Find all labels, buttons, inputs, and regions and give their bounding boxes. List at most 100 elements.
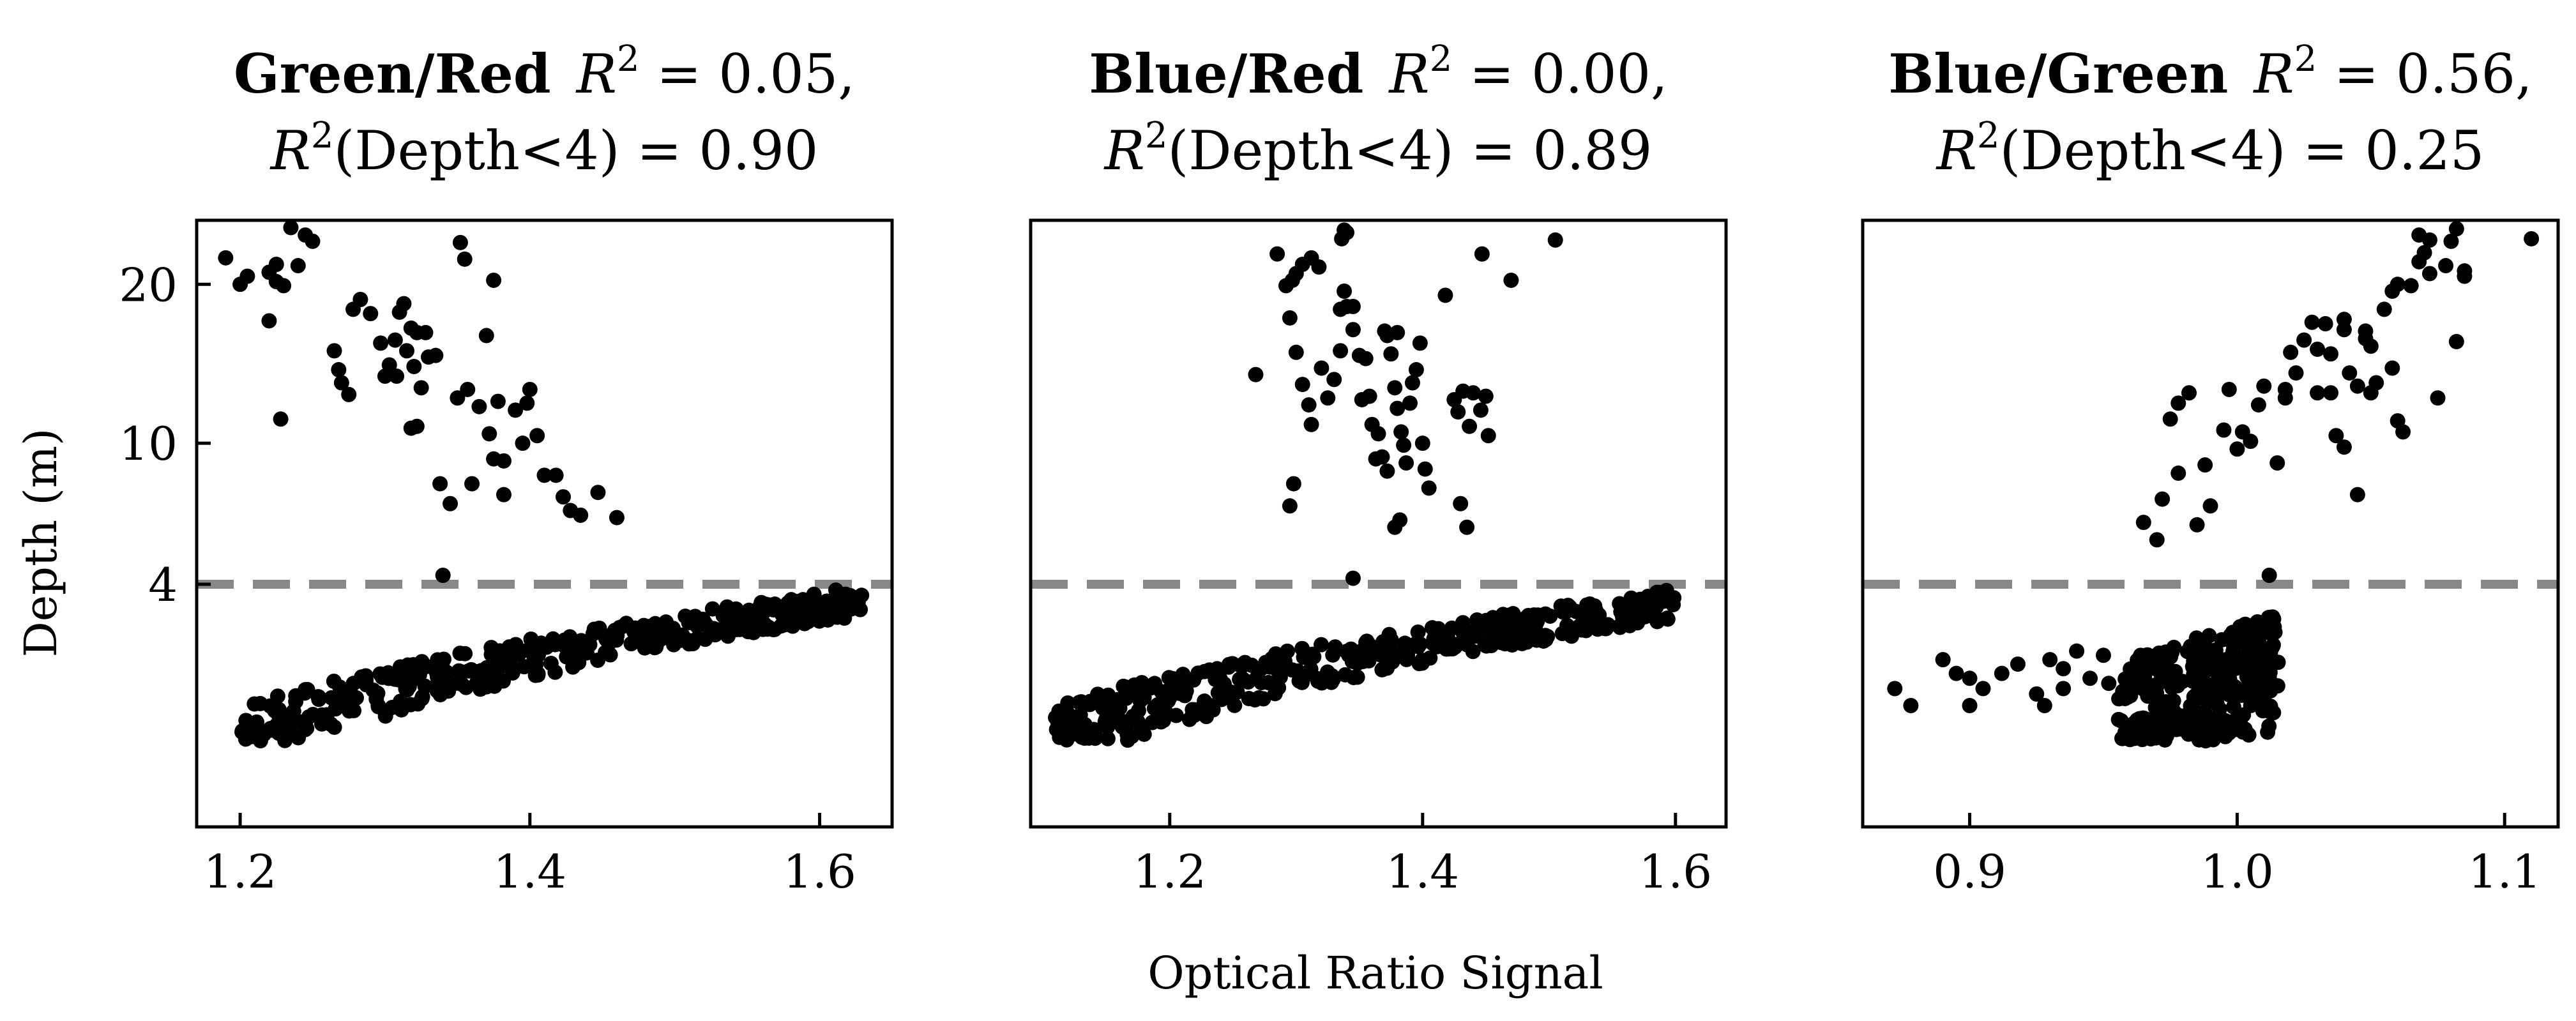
data-point: [1547, 232, 1563, 248]
data-point: [1294, 674, 1310, 690]
data-point: [1404, 375, 1420, 391]
data-point: [483, 646, 499, 662]
x-axis-label: Optical Ratio Signal: [1148, 947, 1603, 999]
data-point: [283, 220, 299, 236]
data-point: [1466, 385, 1481, 401]
data-point: [1345, 570, 1361, 586]
data-point: [555, 489, 571, 505]
data-point: [1903, 698, 1919, 713]
data-point: [299, 682, 315, 698]
data-point: [290, 258, 306, 274]
data-point: [601, 635, 617, 651]
data-point: [2421, 266, 2437, 282]
data-point: [678, 609, 693, 624]
data-point: [1422, 650, 1438, 666]
data-point: [2236, 707, 2252, 723]
data-point: [458, 679, 474, 695]
data-point: [432, 476, 448, 492]
data-point: [2202, 498, 2218, 514]
data-point: [1097, 714, 1113, 730]
data-point: [523, 631, 539, 647]
data-point: [363, 306, 379, 322]
data-point: [2241, 727, 2257, 743]
data-point: [640, 625, 656, 641]
data-point: [2403, 278, 2419, 294]
data-point: [2239, 646, 2255, 662]
data-point: [548, 467, 564, 483]
data-point: [1049, 722, 1064, 737]
data-point: [1503, 272, 1519, 288]
data-point: [2140, 648, 2156, 664]
data-point: [273, 411, 289, 427]
x-tick-label: 1.4: [1386, 845, 1460, 898]
data-point: [2322, 346, 2338, 362]
data-point: [414, 654, 430, 670]
data-point: [626, 624, 642, 640]
data-point: [261, 313, 277, 329]
data-point: [1498, 610, 1514, 626]
data-point: [2181, 385, 2197, 401]
data-point: [780, 595, 796, 611]
data-point: [1392, 512, 1408, 528]
data-point: [1294, 377, 1310, 393]
data-point: [602, 647, 618, 663]
data-point: [1100, 730, 1116, 746]
data-point: [1282, 498, 1298, 514]
data-point: [2216, 422, 2232, 438]
data-point: [506, 662, 522, 677]
data-point: [443, 495, 458, 511]
data-point: [2349, 487, 2365, 503]
data-point: [2430, 390, 2446, 406]
data-point: [1288, 344, 1304, 360]
data-point: [2264, 609, 2280, 625]
data-point: [527, 667, 543, 683]
data-point: [1269, 246, 1285, 262]
data-point: [1480, 428, 1496, 444]
data-point: [1059, 730, 1075, 746]
data-point: [2171, 395, 2186, 411]
data-point: [655, 625, 671, 641]
data-point: [451, 663, 467, 679]
data-point: [1374, 449, 1390, 465]
data-point: [2197, 727, 2213, 743]
data-point: [460, 381, 476, 397]
data-point: [2349, 378, 2365, 394]
data-point: [1424, 620, 1440, 636]
data-point: [746, 624, 762, 640]
data-point: [2277, 381, 2293, 397]
data-point: [352, 291, 368, 307]
data-point: [2197, 457, 2213, 473]
data-point: [759, 621, 775, 637]
data-point: [471, 398, 487, 414]
data-point: [1417, 461, 1433, 477]
data-point: [1160, 706, 1176, 722]
data-point: [1412, 636, 1428, 652]
data-point: [1337, 283, 1352, 299]
data-point: [1333, 343, 1349, 359]
data-point: [2363, 338, 2379, 354]
data-point: [2229, 441, 2245, 457]
data-point: [1355, 653, 1371, 669]
data-point: [1503, 627, 1519, 643]
data-point: [2247, 657, 2263, 673]
data-point: [1412, 335, 1428, 351]
data-point: [1559, 617, 1575, 633]
data-point: [2156, 707, 2172, 723]
data-point: [519, 395, 535, 411]
panel-blue-green: Blue/Green R2 = 0.56,R2(Depth<4) = 0.250.…: [1861, 38, 2560, 898]
data-point: [2317, 316, 2333, 332]
data-point: [1232, 671, 1248, 687]
data-point: [2336, 439, 2352, 455]
data-point: [2056, 681, 2072, 697]
data-point: [1301, 397, 1317, 413]
data-point: [574, 637, 590, 653]
data-point: [2524, 231, 2540, 246]
data-point: [2126, 715, 2142, 731]
data-point: [298, 227, 314, 243]
data-point: [2167, 665, 2183, 681]
data-point: [2296, 332, 2312, 348]
data-point: [1236, 657, 1252, 673]
data-point: [2215, 663, 2231, 679]
data-point: [1393, 424, 1409, 440]
data-point: [324, 690, 340, 706]
